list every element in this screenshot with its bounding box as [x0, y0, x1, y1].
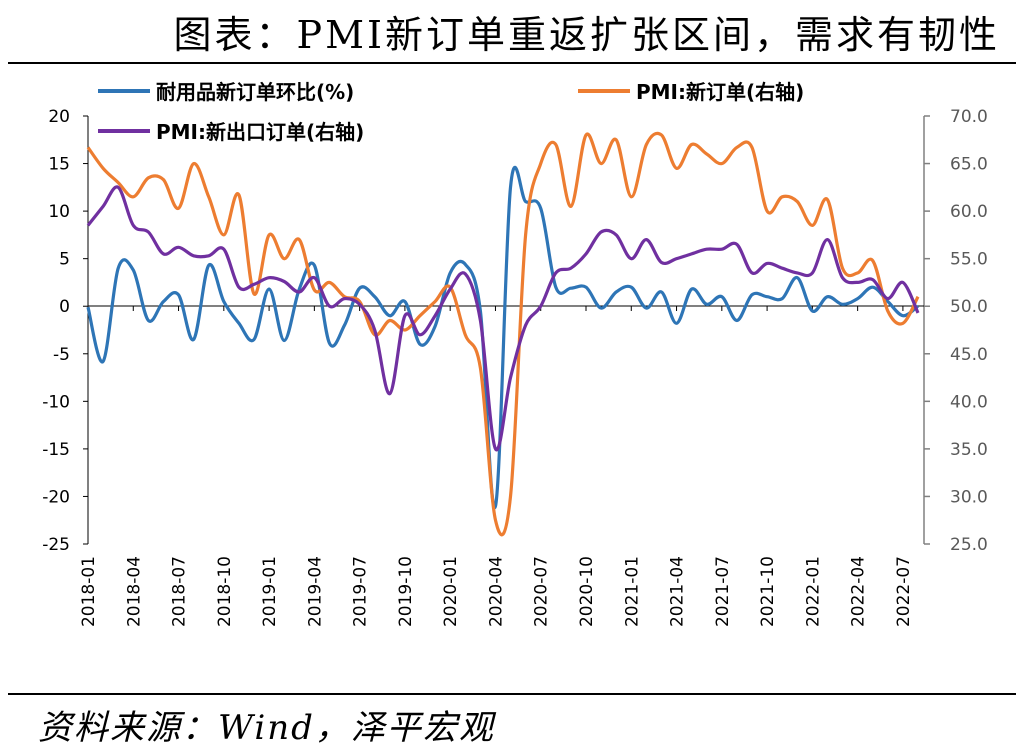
- right-tick-label: 35.0: [950, 440, 988, 460]
- left-tick-label: -25: [42, 535, 70, 555]
- right-tick-label: 30.0: [950, 487, 988, 507]
- left-tick-label: 5: [59, 250, 70, 270]
- series-lines: [86, 131, 920, 537]
- left-tick-label: -5: [53, 345, 70, 365]
- right-tick-label: 70.0: [950, 107, 988, 127]
- x-tick-label: 2019-10: [396, 556, 416, 627]
- legend-label-neworder: PMI:新订单(右轴): [636, 80, 804, 104]
- left-tick-label: 20: [48, 107, 70, 127]
- x-tick-label: 2018-01: [79, 556, 99, 627]
- x-tick-label: 2022-07: [894, 556, 914, 627]
- bottom-divider: [8, 693, 1016, 695]
- right-tick-label: 25.0: [950, 535, 988, 555]
- right-tick-label: 45.0: [950, 345, 988, 365]
- left-tick-label: 10: [48, 202, 70, 222]
- left-tick-label: 0: [59, 297, 70, 317]
- left-tick-group: 20 15 10 5 0 -5 -10 -15 -20 -25: [42, 107, 88, 555]
- legend-label-exportorder: PMI:新出口订单(右轴): [156, 120, 364, 144]
- x-tick-label: 2020-04: [486, 556, 506, 627]
- x-tick-label: 2020-07: [532, 556, 552, 627]
- source-note: 资料来源：Wind，泽平宏观: [38, 708, 495, 748]
- x-tick-label: 2021-01: [622, 556, 642, 627]
- left-tick-label: -15: [42, 440, 70, 460]
- right-tick-label: 50.0: [950, 297, 988, 317]
- left-tick-label: 15: [48, 155, 70, 175]
- series-line-durable-goods: [86, 165, 919, 510]
- x-tick-label: 2019-07: [351, 556, 371, 627]
- x-tick-label: 2020-01: [441, 556, 461, 627]
- x-tick-label: 2022-01: [803, 556, 823, 627]
- x-tick-label: 2019-04: [305, 556, 325, 627]
- right-tick-group: 70.0 65.0 60.0 55.0 50.0 45.0 40.0 35.0 30.0 25.0: [924, 107, 988, 555]
- right-tick-label: 40.0: [950, 392, 988, 412]
- x-tick-label: 2018-07: [170, 556, 190, 627]
- x-tick-label: 2020-10: [577, 556, 597, 627]
- x-tick-label: 2019-01: [260, 556, 280, 627]
- x-tick-label: 2022-04: [849, 556, 869, 627]
- right-tick-label: 65.0: [950, 155, 988, 175]
- right-tick-label: 60.0: [950, 202, 988, 222]
- x-tick-label: 2021-10: [758, 556, 778, 627]
- legend-label-durable: 耐用品新订单环比(%): [156, 80, 354, 104]
- x-tick-label: 2021-07: [713, 556, 733, 627]
- left-tick-label: -20: [42, 487, 70, 507]
- left-tick-label: -10: [42, 392, 70, 412]
- x-tick-label: 2021-04: [668, 556, 688, 627]
- x-tick-group: 2018-01 2018-04 2018-07 2018-10 2019-01 2019-…: [79, 306, 914, 627]
- top-divider: [8, 62, 1016, 64]
- series-line-pmi-export-orders: [86, 185, 920, 452]
- right-tick-label: 55.0: [950, 250, 988, 270]
- x-tick-label: 2018-10: [215, 556, 235, 627]
- x-tick-label: 2018-04: [124, 556, 144, 627]
- chart-title: 图表：PMI新订单重返扩张区间，需求有韧性: [173, 13, 1000, 57]
- series-line-pmi-new-orders: [86, 131, 920, 537]
